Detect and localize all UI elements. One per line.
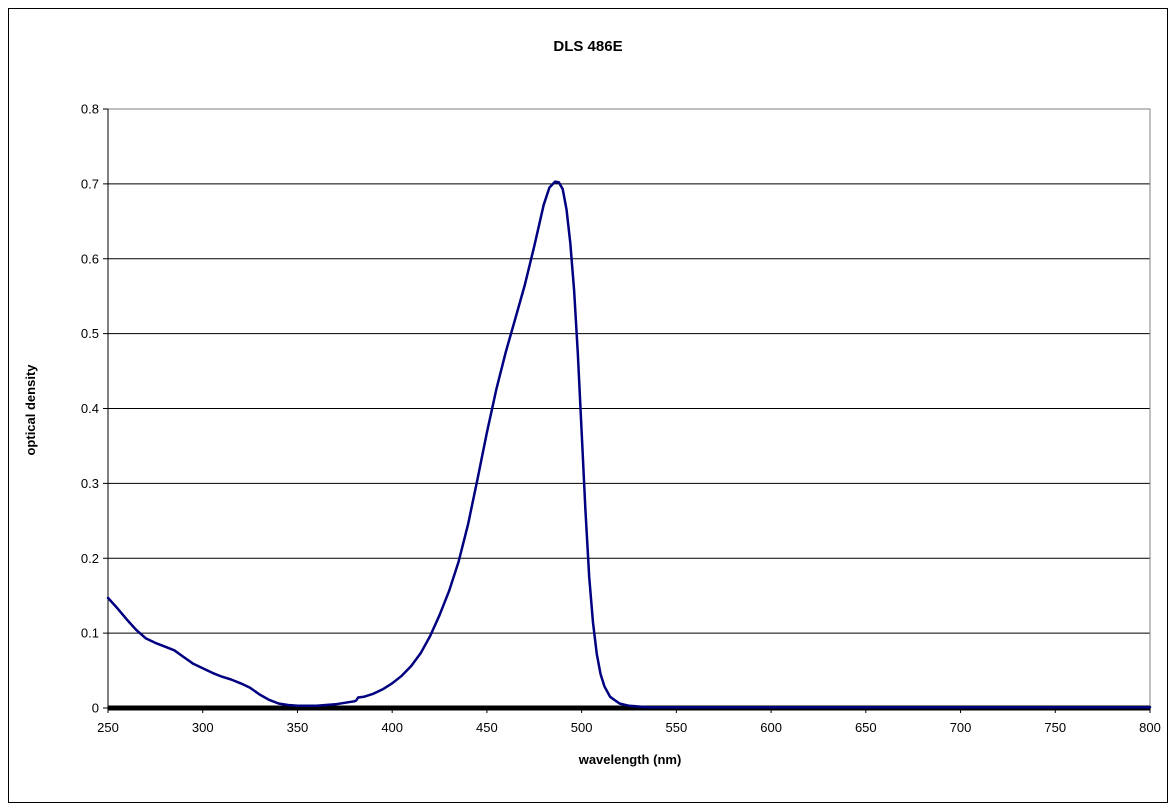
x-tick-label: 250	[97, 720, 119, 735]
series-layer	[106, 180, 1152, 709]
y-tick-label: 0	[92, 701, 99, 716]
y-tick-label: 0.6	[81, 251, 99, 266]
y-tick-label: 0.5	[81, 326, 99, 341]
chart-title: DLS 486E	[553, 38, 622, 55]
x-tick-label: 300	[192, 720, 214, 735]
x-tick-label: 350	[287, 720, 309, 735]
x-axis: 250 300 350 400 450 500 550 600 650 700 750 800	[97, 705, 1161, 735]
y-tick-label: 0.2	[81, 551, 99, 566]
x-tick-label: 750	[1044, 720, 1066, 735]
y-axis-label: optical density	[23, 364, 38, 456]
y-tick-label: 0.3	[81, 476, 99, 491]
x-tick-label: 700	[950, 720, 972, 735]
x-tick-label: 400	[381, 720, 403, 735]
y-tick-label: 0.4	[81, 401, 99, 416]
chart-frame	[8, 8, 1168, 803]
x-tick-label: 800	[1139, 720, 1161, 735]
series-line	[106, 180, 1152, 709]
x-tick-label: 450	[476, 720, 498, 735]
y-tick-label: 0.1	[81, 626, 99, 641]
x-tick-label: 550	[666, 720, 688, 735]
y-tick-label: 0.7	[81, 176, 99, 191]
x-tick-label: 500	[571, 720, 593, 735]
gridlines	[108, 108, 1150, 634]
x-tick-label: 650	[855, 720, 877, 735]
y-tick-label: 0.8	[81, 102, 99, 117]
x-axis-label: wavelength (nm)	[578, 752, 682, 767]
x-tick-label: 600	[760, 720, 782, 735]
y-axis: 0 0.1 0.2 0.3 0.4 0.5 0.6 0.7 0.8	[81, 102, 109, 716]
